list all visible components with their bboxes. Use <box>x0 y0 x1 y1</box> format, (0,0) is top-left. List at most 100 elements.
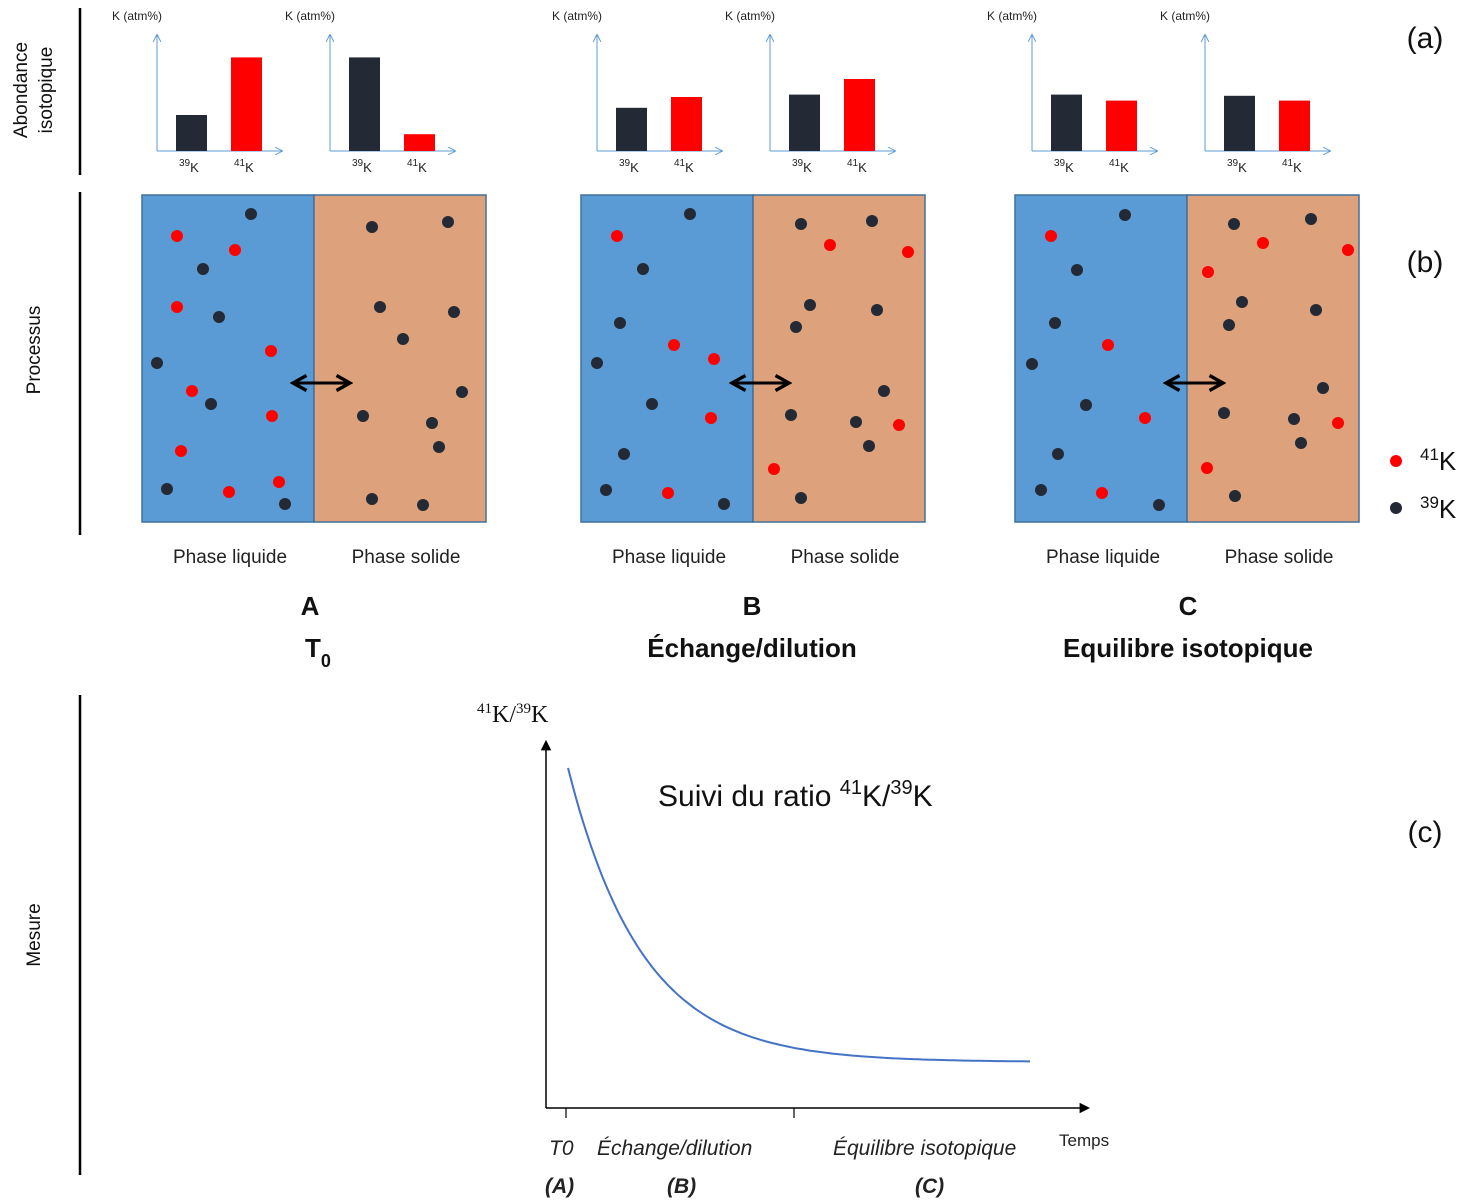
stage-c-letter: C <box>1179 591 1198 621</box>
k39-atom <box>213 311 225 323</box>
k39-atom <box>1223 319 1235 331</box>
k39-atom <box>397 333 409 345</box>
k39-atom <box>366 221 378 233</box>
process-panel-b: Phase liquide Phase solide <box>580 194 926 568</box>
stage-label-a: (A) <box>545 1175 574 1198</box>
k41-atom <box>824 239 836 251</box>
bar-label-k39: 39K <box>352 158 372 175</box>
k39-atom <box>1236 296 1248 308</box>
k41-atom <box>611 230 623 242</box>
k39-atom <box>646 398 658 410</box>
solid-phase-box <box>313 194 487 523</box>
legend-k39-dot <box>1390 502 1402 514</box>
k41-atom <box>1096 487 1108 499</box>
k41-atom <box>273 476 285 488</box>
legend-k41-label: 41K <box>1420 445 1457 476</box>
k39-atom <box>1119 209 1131 221</box>
k39-atom <box>785 409 797 421</box>
k41-atom <box>1201 462 1213 474</box>
k39-atom <box>456 386 468 398</box>
k39-atom <box>1295 437 1307 449</box>
k39-atom <box>1049 317 1061 329</box>
stage-c-name: Equilibre isotopique <box>1063 633 1313 663</box>
row-label-abondance: Abondance <box>11 42 32 138</box>
stage-a-letter: A <box>301 591 320 621</box>
k41-atom <box>1257 237 1269 249</box>
bar-label-k39: 39K <box>619 158 639 175</box>
stage-a-name: T0 <box>305 633 331 671</box>
bar-k39 <box>349 57 380 151</box>
phase-liquid-label: Phase liquide <box>173 547 287 568</box>
bar-k41 <box>1279 100 1310 151</box>
bar-k39 <box>176 115 207 151</box>
k39-atom <box>205 398 217 410</box>
bar-label-k39: 39K <box>1054 158 1074 175</box>
stage-b-name: Échange/dilution <box>647 633 856 663</box>
stage-titles: A T0 B Échange/dilution C Equilibre isot… <box>301 591 1313 671</box>
k39-atom <box>161 483 173 495</box>
k41-atom <box>1139 412 1151 424</box>
k39-atom <box>433 441 445 453</box>
process-panels: Phase liquide Phase solide Phase liquide Ph… <box>141 194 1360 568</box>
k39-atom <box>197 263 209 275</box>
legend-k39-label: 39K <box>1420 493 1457 524</box>
graph-y-label: 41K/39K <box>477 701 549 728</box>
abundance-bar-charts: K (atm%) 39K 41K K (atm%) 39K 41K K (atm%) 39K 4… <box>112 9 1330 175</box>
k41-atom <box>662 487 674 499</box>
k39-atom <box>804 299 816 311</box>
bar-k41 <box>844 79 875 151</box>
row-label-mesure: Mesure <box>24 903 45 966</box>
bar-label-k41: 41K <box>674 158 694 175</box>
k39-atom <box>1310 304 1322 316</box>
bar-k41 <box>671 97 702 151</box>
k39-atom <box>1071 264 1083 276</box>
bar-label-k41: 41K <box>847 158 867 175</box>
k39-atom <box>357 410 369 422</box>
bar-chart-3: K (atm%) 39K 41K <box>552 9 722 175</box>
bar-chart-axis-label: K (atm%) <box>552 9 602 23</box>
phase-liquid-label: Phase liquide <box>612 547 726 568</box>
k39-atom <box>718 498 730 510</box>
row-label-processus: Processus <box>24 306 45 395</box>
bar-k41 <box>231 57 262 151</box>
k39-atom <box>374 301 386 313</box>
k41-atom <box>705 412 717 424</box>
k39-atom <box>448 306 460 318</box>
k39-atom <box>245 208 257 220</box>
bar-label-k39: 39K <box>179 158 199 175</box>
bar-chart-axis-label: K (atm%) <box>112 9 162 23</box>
k39-atom <box>591 357 603 369</box>
k39-atom <box>871 304 883 316</box>
bar-chart-4: K (atm%) 39K 41K <box>725 9 895 175</box>
k39-atom <box>366 493 378 505</box>
k41-atom <box>1332 417 1344 429</box>
bar-label-k41: 41K <box>234 158 254 175</box>
liquid-phase-box <box>1014 194 1188 523</box>
k39-atom <box>863 440 875 452</box>
k39-atom <box>684 208 696 220</box>
k39-atom <box>1228 218 1240 230</box>
k41-atom <box>171 230 183 242</box>
process-panel-c: Phase liquide Phase solide <box>1014 194 1360 568</box>
bar-chart-1: K (atm%) 39K 41K <box>112 9 282 175</box>
row-label-isotopique: isotopique <box>36 47 57 134</box>
k39-atom <box>790 321 802 333</box>
k41-atom <box>668 339 680 351</box>
stage-label-c: (C) <box>915 1175 944 1198</box>
tick-label-t0: T0 <box>549 1137 574 1160</box>
graph-x-label: Temps <box>1059 1131 1109 1150</box>
k39-atom <box>151 357 163 369</box>
k41-atom <box>229 244 241 256</box>
k39-atom <box>1026 358 1038 370</box>
bar-k41 <box>1106 100 1137 151</box>
k39-atom <box>1317 382 1329 394</box>
k39-atom <box>1305 213 1317 225</box>
tick-label-exchange: Échange/dilution <box>597 1137 752 1160</box>
k41-atom <box>175 445 187 457</box>
bar-chart-axis-label: K (atm%) <box>987 9 1037 23</box>
isotope-legend: 41K 39K <box>1390 445 1457 524</box>
k39-atom <box>618 448 630 460</box>
k39-atom <box>600 484 612 496</box>
bar-k39 <box>1051 94 1082 151</box>
bar-label-k39: 39K <box>1227 158 1247 175</box>
